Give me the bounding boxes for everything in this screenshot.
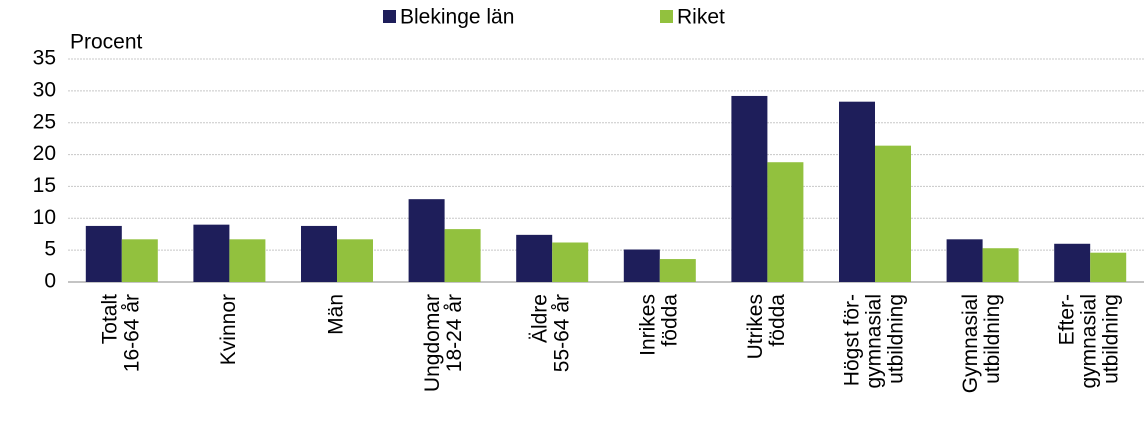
y-axis-label: Procent (70, 31, 143, 54)
x-tick-label: 18-24 år (443, 294, 466, 372)
x-tick-label: Utrikes (744, 294, 767, 359)
y-tick-label: 15 (33, 174, 56, 197)
x-tick-label: Män (325, 294, 348, 335)
x-tick-label: utbildning (1100, 294, 1123, 384)
x-tick-label: Totalt (98, 294, 121, 344)
bar (229, 239, 266, 282)
y-tick-label: 25 (33, 110, 56, 133)
x-tick-label: Kvinnor (217, 294, 240, 365)
bar (337, 239, 373, 282)
bar (301, 225, 337, 282)
bar (623, 249, 660, 282)
bar (408, 199, 445, 282)
x-tick-label: Efter- (1056, 294, 1079, 345)
x-tick-label: gymnasial (1078, 294, 1101, 389)
bar (85, 225, 122, 282)
bar (121, 239, 158, 282)
bar (875, 145, 911, 282)
bar (193, 224, 230, 282)
bar (1090, 252, 1127, 282)
x-tick-label: utbildning (885, 294, 908, 384)
x-tick-label: Gymnasial (959, 294, 982, 393)
bar (839, 101, 875, 282)
x-tick-label: 55-64 år (551, 294, 574, 372)
bar (731, 95, 768, 282)
x-tick-label: utbildning (981, 294, 1004, 384)
y-tick-label: 0 (44, 270, 56, 293)
x-tick-label: Ungdomar (421, 294, 444, 392)
bar (516, 234, 553, 282)
y-tick-label: 5 (44, 238, 56, 261)
bar (659, 259, 696, 282)
bar (552, 242, 589, 282)
legend-label: Blekinge län (400, 6, 514, 29)
y-tick-label: 20 (33, 142, 56, 165)
x-tick-label: 16-64 år (120, 294, 143, 372)
x-tick-label: födda (766, 294, 789, 347)
bar (946, 239, 983, 282)
x-tick-label: Äldre (529, 294, 552, 343)
x-tick-label: Högst för- (841, 294, 864, 386)
legend-swatch (383, 10, 396, 23)
legend-label: Riket (677, 6, 725, 29)
x-tick-label: gymnasial (863, 294, 886, 389)
legend-swatch (660, 10, 673, 23)
y-tick-label: 30 (33, 78, 56, 101)
bar (444, 229, 481, 282)
x-tick-label: Inrikes (636, 294, 659, 356)
bar (767, 162, 804, 282)
y-tick-label: 35 (33, 47, 56, 70)
bar (982, 248, 1019, 282)
y-tick-label: 10 (33, 206, 56, 229)
x-tick-label: födda (658, 294, 681, 347)
bar (1054, 243, 1091, 282)
